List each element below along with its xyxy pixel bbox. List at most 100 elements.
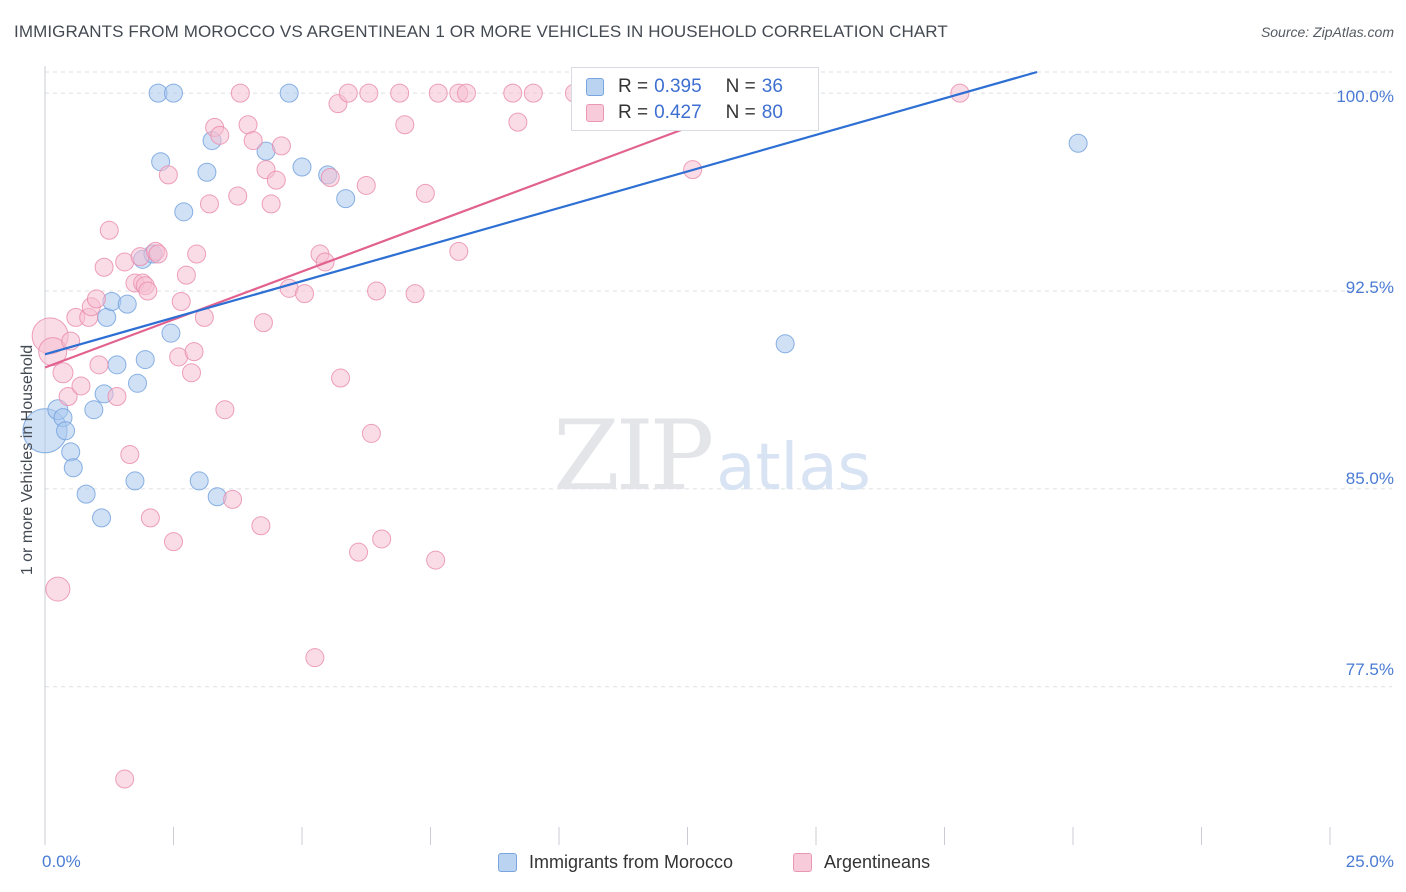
watermark-atlas: atlas xyxy=(716,431,871,505)
legend-n-value: 36 xyxy=(761,76,783,97)
legend-n-value: 80 xyxy=(761,102,783,123)
data-point xyxy=(320,168,340,188)
data-point xyxy=(428,83,448,103)
legend-row-morocco: R = 0.395 N = 36 xyxy=(586,75,783,99)
legend-swatch-pink xyxy=(586,104,604,122)
data-point xyxy=(243,131,263,151)
data-point xyxy=(189,471,209,491)
data-point xyxy=(45,576,71,602)
data-point xyxy=(184,342,204,362)
data-point xyxy=(61,442,81,462)
data-point xyxy=(197,162,217,182)
y-tick-label: 85.0% xyxy=(1345,469,1394,488)
data-point xyxy=(56,421,76,441)
x-tick-label: 25.0% xyxy=(1345,852,1394,871)
data-point xyxy=(251,516,271,536)
data-point xyxy=(89,355,109,375)
data-point xyxy=(349,542,369,562)
y-axis-label: 1 or more Vehicles in Household xyxy=(19,344,36,576)
legend-r-value: 0.395 xyxy=(654,76,702,97)
data-point xyxy=(115,769,135,789)
trendline-argentineans xyxy=(44,92,781,369)
data-point xyxy=(372,529,392,549)
data-point xyxy=(426,550,446,570)
data-point xyxy=(238,115,258,135)
legend-n-label: N = xyxy=(725,102,756,123)
data-point xyxy=(117,294,137,314)
data-point xyxy=(187,244,207,264)
data-point xyxy=(107,355,127,375)
data-point xyxy=(174,202,194,222)
data-point xyxy=(390,83,410,103)
trendlines xyxy=(44,70,1038,369)
data-point xyxy=(508,112,528,132)
data-point xyxy=(164,83,183,103)
data-point xyxy=(107,387,127,407)
data-point xyxy=(405,284,425,304)
data-point xyxy=(305,648,325,668)
data-point xyxy=(161,323,181,343)
data-point xyxy=(331,368,351,388)
data-point xyxy=(71,376,91,396)
data-point xyxy=(356,175,376,195)
data-point xyxy=(140,508,160,528)
legend-r-label: R = xyxy=(618,102,649,123)
data-point xyxy=(86,289,106,309)
legend-bottom: Immigrants from Morocco Argentineans xyxy=(0,852,1406,878)
data-point xyxy=(279,83,299,103)
data-point xyxy=(523,83,543,103)
legend-swatch-blue xyxy=(586,78,604,96)
data-point xyxy=(1068,133,1088,153)
data-point xyxy=(176,265,196,285)
legend-swatch-pink xyxy=(793,853,812,872)
data-point xyxy=(181,363,201,383)
data-point xyxy=(199,194,219,214)
data-point xyxy=(164,532,183,552)
data-point xyxy=(415,183,435,203)
data-point xyxy=(171,292,191,312)
y-tick-label: 77.5% xyxy=(1345,660,1394,679)
data-point xyxy=(94,257,114,277)
data-point xyxy=(125,471,145,491)
data-point xyxy=(395,115,415,135)
data-point xyxy=(135,350,155,370)
data-point xyxy=(292,157,312,177)
data-point xyxy=(210,125,230,145)
data-point xyxy=(215,400,235,420)
data-point xyxy=(253,313,273,333)
data-point xyxy=(295,284,315,304)
data-point xyxy=(775,334,795,354)
data-point xyxy=(228,186,248,206)
data-point xyxy=(223,489,243,509)
data-point xyxy=(58,387,78,407)
legend-r-label: R = xyxy=(618,76,649,97)
axes xyxy=(44,66,1331,845)
data-point xyxy=(338,83,358,103)
data-point xyxy=(271,136,291,156)
legend-item-morocco[interactable]: Immigrants from Morocco xyxy=(498,852,733,873)
data-point xyxy=(138,281,158,301)
data-point xyxy=(361,423,381,443)
legend-item-argentineans[interactable]: Argentineans xyxy=(793,852,930,873)
gridlines xyxy=(45,71,1392,688)
data-point xyxy=(230,83,250,103)
data-point xyxy=(266,170,286,190)
data-point xyxy=(76,484,96,504)
trendline-morocco xyxy=(44,70,1038,356)
data-point xyxy=(359,83,379,103)
legend-n-label: N = xyxy=(725,76,756,97)
x-tick-label: 0.0% xyxy=(42,852,81,871)
data-point xyxy=(128,373,148,393)
data-point xyxy=(84,400,104,420)
y-tick-label: 100.0% xyxy=(1336,87,1394,106)
legend-swatch-blue xyxy=(498,853,517,872)
legend-label: Argentineans xyxy=(824,852,931,872)
legend-stats: R = 0.395 N = 36 R = 0.427 N = 80 xyxy=(571,67,819,131)
watermark: ZIPatlas xyxy=(553,400,871,512)
data-point xyxy=(52,362,74,384)
data-point xyxy=(120,445,140,465)
y-tick-label: 92.5% xyxy=(1345,278,1394,297)
data-point xyxy=(92,508,112,528)
chart-title: IMMIGRANTS FROM MOROCCO VS ARGENTINEAN 1… xyxy=(14,22,948,41)
data-point xyxy=(63,458,83,478)
